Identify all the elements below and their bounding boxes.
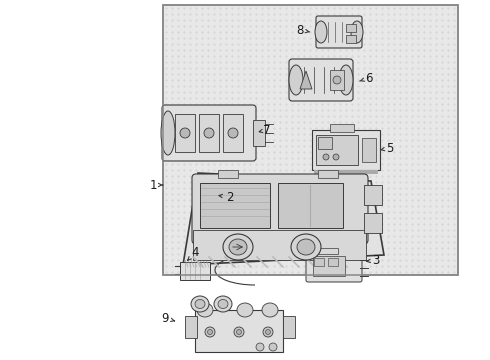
Ellipse shape bbox=[229, 239, 247, 255]
Bar bbox=[199, 114, 219, 152]
Ellipse shape bbox=[223, 234, 253, 260]
Bar bbox=[163, 5, 458, 275]
Ellipse shape bbox=[297, 239, 315, 255]
Ellipse shape bbox=[228, 128, 238, 138]
Bar bbox=[175, 114, 195, 152]
Text: 5: 5 bbox=[386, 141, 393, 154]
Ellipse shape bbox=[266, 329, 270, 334]
Ellipse shape bbox=[214, 296, 232, 312]
Ellipse shape bbox=[195, 300, 205, 309]
Bar bbox=[318, 248, 338, 254]
Ellipse shape bbox=[218, 300, 228, 309]
Ellipse shape bbox=[234, 327, 244, 337]
Bar bbox=[218, 170, 238, 178]
Ellipse shape bbox=[204, 128, 214, 138]
FancyBboxPatch shape bbox=[306, 250, 362, 282]
Ellipse shape bbox=[191, 296, 209, 312]
Ellipse shape bbox=[323, 154, 329, 160]
Bar bbox=[318, 137, 332, 149]
Text: 9: 9 bbox=[161, 311, 169, 324]
Text: 2: 2 bbox=[226, 190, 234, 203]
Bar bbox=[330, 124, 354, 132]
Ellipse shape bbox=[339, 65, 353, 95]
Bar bbox=[330, 70, 344, 90]
Text: 4: 4 bbox=[191, 247, 199, 260]
FancyBboxPatch shape bbox=[289, 59, 353, 101]
FancyBboxPatch shape bbox=[316, 16, 362, 48]
Bar bbox=[312, 130, 380, 170]
Ellipse shape bbox=[263, 327, 273, 337]
Ellipse shape bbox=[333, 154, 339, 160]
Bar bbox=[328, 258, 338, 266]
Bar bbox=[164, 6, 457, 274]
Text: 1: 1 bbox=[149, 179, 157, 192]
Bar bbox=[163, 5, 458, 275]
FancyBboxPatch shape bbox=[192, 174, 368, 244]
Text: 6: 6 bbox=[365, 72, 373, 85]
FancyBboxPatch shape bbox=[162, 105, 256, 161]
Bar bbox=[313, 256, 345, 276]
Ellipse shape bbox=[256, 343, 264, 351]
Ellipse shape bbox=[289, 65, 303, 95]
Bar bbox=[314, 258, 324, 266]
Bar bbox=[314, 170, 378, 174]
Bar bbox=[200, 183, 270, 228]
Polygon shape bbox=[183, 173, 384, 265]
Ellipse shape bbox=[197, 303, 213, 317]
Bar bbox=[283, 316, 295, 338]
Ellipse shape bbox=[291, 234, 321, 260]
Ellipse shape bbox=[237, 303, 253, 317]
Bar bbox=[180, 262, 210, 280]
Bar bbox=[193, 230, 366, 260]
Ellipse shape bbox=[237, 329, 242, 334]
Ellipse shape bbox=[262, 303, 278, 317]
Polygon shape bbox=[300, 71, 312, 89]
Ellipse shape bbox=[207, 329, 213, 334]
Ellipse shape bbox=[180, 128, 190, 138]
Bar bbox=[223, 114, 243, 152]
Ellipse shape bbox=[161, 111, 175, 155]
Bar bbox=[362, 138, 376, 162]
Ellipse shape bbox=[269, 343, 277, 351]
Bar bbox=[346, 24, 356, 32]
Ellipse shape bbox=[351, 21, 363, 43]
Bar bbox=[316, 135, 358, 165]
Bar bbox=[318, 170, 338, 178]
Ellipse shape bbox=[205, 327, 215, 337]
Bar bbox=[364, 185, 382, 205]
Text: 7: 7 bbox=[263, 123, 271, 136]
Bar bbox=[278, 183, 343, 228]
Bar bbox=[195, 310, 283, 352]
Bar bbox=[364, 213, 382, 233]
Bar bbox=[346, 35, 356, 43]
Text: 8: 8 bbox=[296, 23, 304, 36]
Ellipse shape bbox=[315, 21, 327, 43]
Bar bbox=[253, 120, 265, 146]
Text: 3: 3 bbox=[372, 253, 380, 266]
Ellipse shape bbox=[333, 76, 341, 84]
Bar bbox=[185, 316, 197, 338]
